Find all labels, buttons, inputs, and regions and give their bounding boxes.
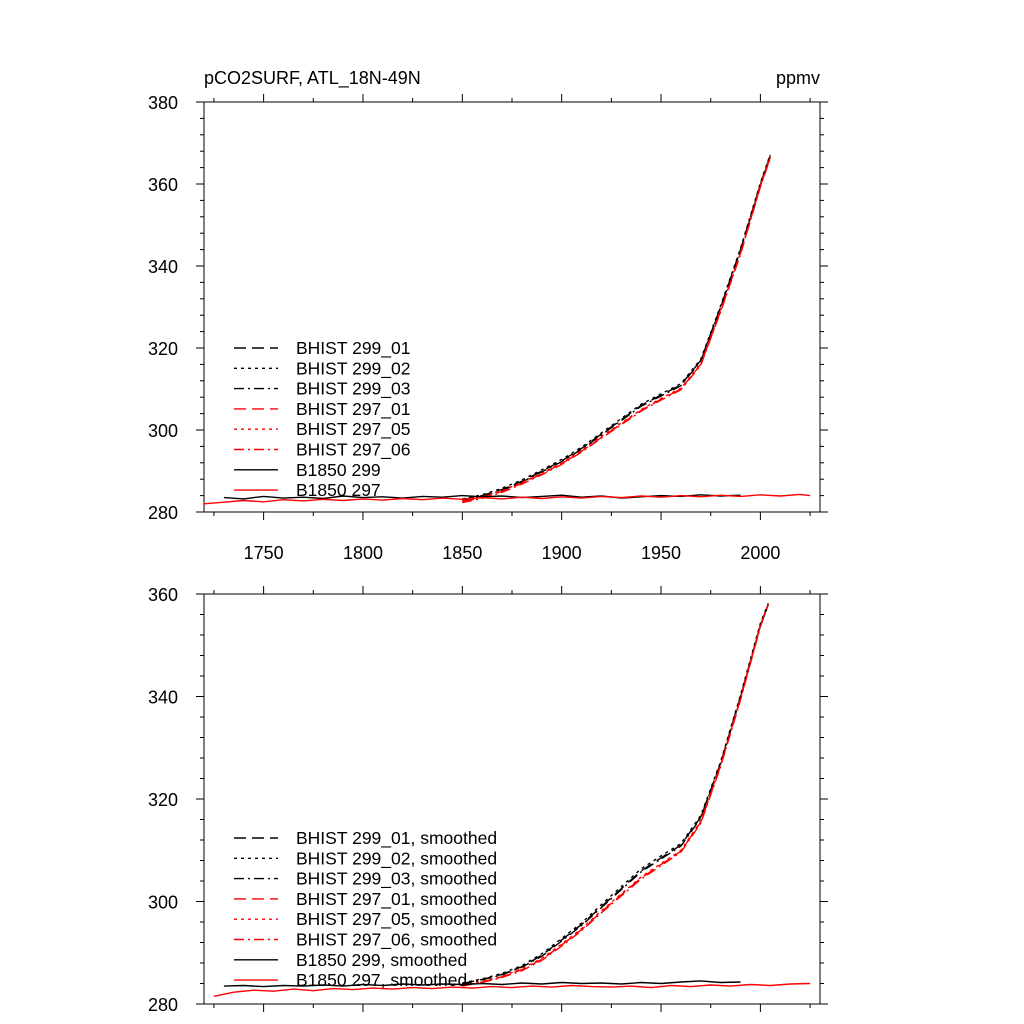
series-line <box>462 602 769 984</box>
series-line <box>462 155 771 501</box>
series-line <box>462 605 769 985</box>
y-tick-label: 300 <box>148 421 178 441</box>
legend-label: BHIST 297_01, smoothed <box>296 889 497 910</box>
legend-label: B1850 297, smoothed <box>296 970 467 990</box>
top-panel: pCO2SURF, ATL_18N-49N ppmv 1750 1800 1850 1… <box>148 68 828 563</box>
x-tick-label: 1900 <box>542 543 582 563</box>
x-tick-label: 1750 <box>244 543 284 563</box>
y-tick-label: 320 <box>148 339 178 359</box>
y-tick-label: 320 <box>148 790 178 810</box>
legend-label: BHIST 299_02 <box>296 358 410 379</box>
y-tick-label: 280 <box>148 503 178 523</box>
x-tick-label: 1950 <box>641 543 681 563</box>
series-line <box>213 982 811 997</box>
legend-label: BHIST 297_05, smoothed <box>296 909 497 930</box>
y-tick-label: 280 <box>148 995 178 1015</box>
x-tick-label: 1850 <box>442 543 482 563</box>
legend-label: B1850 299 <box>296 460 381 480</box>
series-line <box>223 494 741 500</box>
y-tick-label: 340 <box>148 257 178 277</box>
series-line <box>462 157 771 503</box>
series-line <box>203 493 811 505</box>
y-tick-label: 300 <box>148 893 178 913</box>
legend-label: BHIST 297_06 <box>296 440 410 461</box>
series-line <box>223 980 741 988</box>
series-line <box>462 156 771 502</box>
y-tick-label: 360 <box>148 585 178 605</box>
series-line <box>462 604 769 987</box>
legend-label: BHIST 297_06, smoothed <box>296 930 497 951</box>
series-line <box>462 153 771 500</box>
legend-label: BHIST 297_01 <box>296 399 410 420</box>
legend-label: BHIST 299_03, smoothed <box>296 869 497 890</box>
y-tick-label: 380 <box>148 93 178 113</box>
series-line <box>462 604 769 985</box>
top-title-left: pCO2SURF, ATL_18N-49N <box>204 68 421 89</box>
series-line <box>462 603 769 986</box>
y-tick-label: 340 <box>148 688 178 708</box>
x-tick-label: 1800 <box>343 543 383 563</box>
legend-label: B1850 299, smoothed <box>296 950 467 970</box>
legend-label: BHIST 299_02, smoothed <box>296 848 497 869</box>
series-line <box>462 604 769 987</box>
legend-label: B1850 297 <box>296 480 381 500</box>
legend-label: BHIST 297_05 <box>296 419 410 440</box>
legend-label: BHIST 299_01 <box>296 338 410 359</box>
y-tick-label: 360 <box>148 175 178 195</box>
x-tick-label: 2000 <box>740 543 780 563</box>
series-line <box>462 155 771 502</box>
legend-label: BHIST 299_03 <box>296 379 410 400</box>
top-title-right: ppmv <box>776 68 820 88</box>
legend-label: BHIST 299_01, smoothed <box>296 828 497 849</box>
series-line <box>462 157 771 504</box>
